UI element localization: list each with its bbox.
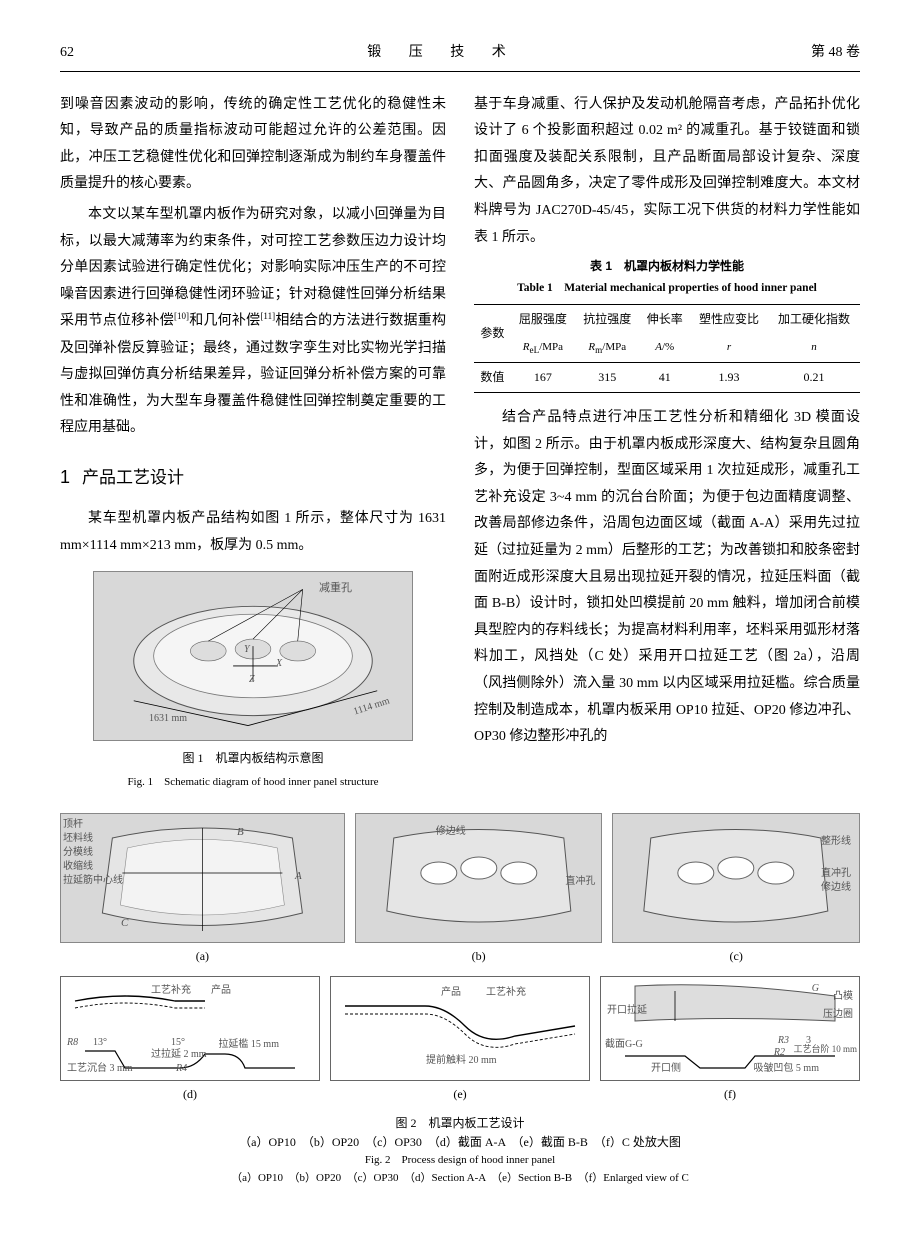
para-right-1: 基于车身减重、行人保护及发动机舱隔音考虑，产品拓扑优化设计了 6 个投影面积超过… [474,92,860,252]
right-column: 基于车身减重、行人保护及发动机舱隔音考虑，产品拓扑优化设计了 6 个投影面积超过… [474,92,860,800]
t1-h2-3: r [690,334,768,363]
fig2-a: 顶杆 坯料线 分模线 收缩线 拉延筋中心线 B A C (a) [60,813,345,968]
t1-v-3: 1.93 [690,363,768,393]
two-column-body: 到噪音因素波动的影响，传统的确定性工艺优化的稳健性未知，导致产品的质量指标波动可… [60,92,860,800]
fig2-cap-cn-main: 图 2 机罩内板工艺设计 [60,1114,860,1133]
citation-11: [11] [260,311,275,321]
fig2-cap-cn-sub: （a）OP10 （b）OP20 （c）OP30 （d）截面 A-A （e）截面 … [60,1133,860,1152]
fig2-e: 产品 工艺补充 提前触料 20 mm (e) [330,976,590,1106]
t1-v-1: 315 [575,363,639,393]
fig2-d: 工艺补充 产品 R8 13° 工艺沉台 3 mm 15° 过拉延 2 mm R4… [60,976,320,1106]
fig2-d-img: 工艺补充 产品 R8 13° 工艺沉台 3 mm 15° 过拉延 2 mm R4… [60,976,320,1081]
t1-h2-4: n [768,334,860,363]
fig2-cap-en-main: Fig. 2 Process design of hood inner pane… [60,1152,860,1170]
journal-title: 锻 压 技 术 [367,40,518,67]
para-product: 某车型机罩内板产品结构如图 1 所示，整体尺寸为 1631 mm×1114 mm… [60,506,446,559]
fig1-y: Y [244,640,250,659]
fig2-f-label: (f) [600,1083,860,1106]
fig2-a-img: 顶杆 坯料线 分模线 收缩线 拉延筋中心线 B A C [60,813,345,943]
figure-1: 减重孔 X Y Z 1631 mm 1114 mm 图 1 机罩内板结构示意图 … [60,571,446,793]
table1-caption-en: Table 1 Material mechanical properties o… [474,278,860,300]
page-number: 62 [60,40,74,67]
fig2-f-img: G 开口拉延 凸模 压边圈 截面G-G R3 R2 3 工艺台阶 10 mm 开… [600,976,860,1081]
fig1-annot-holes: 减重孔 [319,578,352,599]
fig2-row1: 顶杆 坯料线 分模线 收缩线 拉延筋中心线 B A C (a) [60,813,860,968]
fig2-row2: 工艺补充 产品 R8 13° 工艺沉台 3 mm 15° 过拉延 2 mm R4… [60,976,860,1106]
fig2-c: 整形线 直冲孔 修边线 (c) [612,813,860,968]
para-right-2: 结合产品特点进行冲压工艺性分析和精细化 3D 模面设计，如图 2 所示。由于机罩… [474,405,860,751]
page-header: 62 锻 压 技 术 第 48 卷 [60,40,860,72]
t1-v-0: 167 [511,363,575,393]
figure-2: 顶杆 坯料线 分模线 收缩线 拉延筋中心线 B A C (a) [60,813,860,1187]
section-1-title: 1产品工艺设计 [60,460,446,494]
fig2a-labels: 顶杆 坯料线 分模线 收缩线 拉延筋中心线 [63,818,123,888]
fig1-w: 1631 mm [149,709,187,728]
fig2-cap-en-sub: （a）OP10 （b）OP20 （c）OP30 （d）Section A-A （… [60,1170,860,1188]
para-intro-2: 本文以某车型机罩内板作为研究对象，以减小回弹量为目标，以最大减薄率为约束条件，对… [60,202,446,442]
left-column: 到噪音因素波动的影响，传统的确定性工艺优化的稳健性未知，导致产品的质量指标波动可… [60,92,446,800]
fig1-z: Z [249,670,255,689]
table-1: 参数 屈服强度 抗拉强度 伸长率 塑性应变比 加工硬化指数 ReL/MPa Rm… [474,304,860,393]
t1-value-label: 数值 [474,363,511,393]
t1-h2-2: A/% [639,334,690,363]
t1-h-0: 屈服强度 [511,304,575,333]
citation-10: [10] [174,311,189,321]
fig2-d-label: (d) [60,1083,320,1106]
fig2-e-img: 产品 工艺补充 提前触料 20 mm [330,976,590,1081]
fig2-c-label: (c) [612,945,860,968]
fig1-x: X [276,654,282,673]
fig2-f: G 开口拉延 凸模 压边圈 截面G-G R3 R2 3 工艺台阶 10 mm 开… [600,976,860,1106]
fig2-c-img: 整形线 直冲孔 修边线 [612,813,860,943]
fig2-captions: 图 2 机罩内板工艺设计 （a）OP10 （b）OP20 （c）OP30 （d）… [60,1114,860,1188]
table1-caption-cn: 表 1 机罩内板材料力学性能 [474,255,860,278]
t1-h2-0: ReL/MPa [511,334,575,363]
t1-h-4: 加工硬化指数 [768,304,860,333]
fig1-caption-en: Fig. 1 Schematic diagram of hood inner p… [60,772,446,793]
fig1-caption-cn: 图 1 机罩内板结构示意图 [60,747,446,770]
volume-label: 第 48 卷 [811,40,860,67]
fig2-b-img: 修边线 直冲孔 [355,813,603,943]
t1-param-label: 参数 [474,304,511,362]
fig2-b: 修边线 直冲孔 (b) [355,813,603,968]
fig2-e-label: (e) [330,1083,590,1106]
para-intro-1: 到噪音因素波动的影响，传统的确定性工艺优化的稳健性未知，导致产品的质量指标波动可… [60,92,446,198]
t1-h-3: 塑性应变比 [690,304,768,333]
t1-h2-1: Rm/MPa [575,334,639,363]
figure-1-image: 减重孔 X Y Z 1631 mm 1114 mm [93,571,413,741]
t1-h-2: 伸长率 [639,304,690,333]
t1-v-4: 0.21 [768,363,860,393]
t1-v-2: 41 [639,363,690,393]
t1-h-1: 抗拉强度 [575,304,639,333]
fig2-a-label: (a) [60,945,345,968]
fig2-b-label: (b) [355,945,603,968]
